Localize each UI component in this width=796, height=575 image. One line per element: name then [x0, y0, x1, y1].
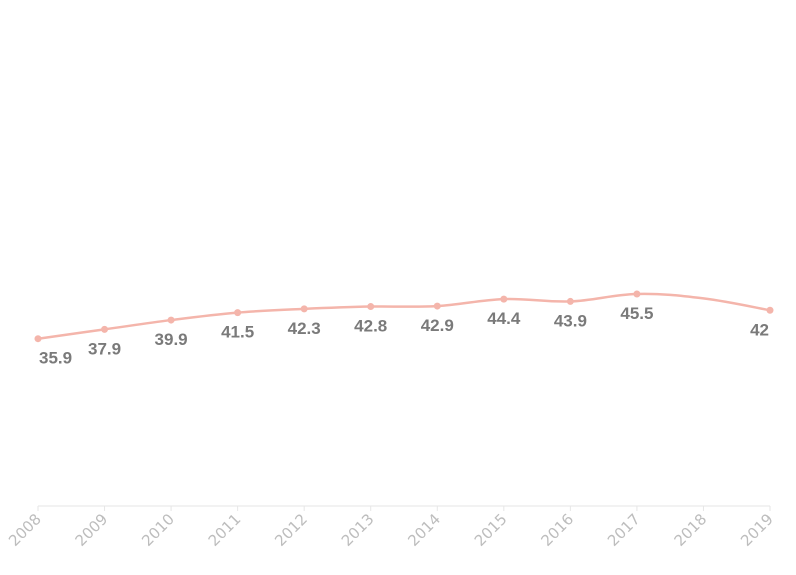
- data-point: [167, 316, 175, 324]
- data-point: [500, 295, 508, 303]
- x-tick-label: 2011: [205, 510, 245, 550]
- data-point: [766, 306, 774, 314]
- data-point: [367, 303, 375, 311]
- data-label: 42.8: [354, 317, 387, 336]
- data-point: [300, 305, 308, 313]
- x-axis-tick-labels: 2008 2009 2010 2011 2012 2013 2014 2015 2016 2017…: [5, 510, 777, 550]
- data-label: 39.9: [155, 330, 188, 349]
- x-tick-label: 2009: [72, 510, 112, 550]
- x-tick-label: 2014: [404, 510, 444, 550]
- data-label: 42.3: [288, 319, 321, 338]
- x-axis-ticks: [37, 506, 771, 511]
- x-tick-label: 2015: [471, 510, 511, 550]
- data-points: [34, 290, 774, 343]
- data-point: [101, 325, 109, 333]
- data-point: [234, 309, 242, 317]
- data-point: [34, 335, 42, 343]
- x-tick-label: 2017: [604, 510, 644, 550]
- data-label: 37.9: [88, 339, 121, 358]
- data-label: 45.5: [620, 304, 653, 323]
- data-label: 41.5: [221, 323, 254, 342]
- x-tick-label: 2008: [5, 510, 45, 550]
- data-label: 42: [750, 320, 769, 339]
- data-point: [566, 297, 574, 305]
- x-tick-label: 2010: [138, 510, 178, 550]
- data-point: [633, 290, 641, 298]
- x-tick-label: 2018: [671, 510, 711, 550]
- series-line: [37, 292, 771, 340]
- data-labels: 35.9 37.9 39.9 41.5 42.3 42.8 42.9 44.4 43.9 45.5…: [39, 304, 769, 368]
- data-label: 43.9: [554, 311, 587, 330]
- data-label: 42.9: [421, 316, 454, 335]
- x-tick-label: 2019: [737, 510, 777, 550]
- x-tick-label: 2012: [271, 510, 311, 550]
- data-label: 44.4: [487, 309, 521, 328]
- x-tick-label: 2013: [338, 510, 378, 550]
- data-label: 35.9: [39, 349, 72, 368]
- data-point: [433, 302, 441, 310]
- x-tick-label: 2016: [537, 510, 577, 550]
